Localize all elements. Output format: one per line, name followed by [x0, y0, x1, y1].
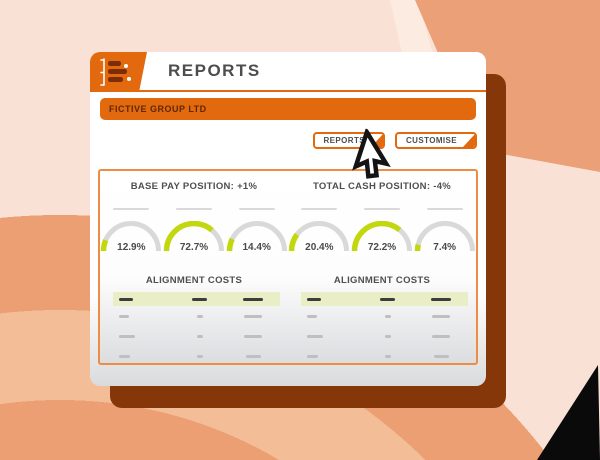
- cursor-pointer-icon: [352, 127, 391, 179]
- gauge: 14.4%: [225, 208, 288, 253]
- cell-placeholder: [196, 314, 203, 318]
- gauge-group-base-pay: 12.9% 72.7%: [100, 208, 288, 253]
- header-cell-placeholder: [119, 297, 133, 301]
- gauge-group-total-cash: 20.4% 72.2%: [288, 208, 476, 253]
- alignment-costs-table: [113, 292, 280, 366]
- gauge: 72.2%: [351, 208, 414, 253]
- header-cell-placeholder: [380, 297, 395, 301]
- cell-placeholder: [119, 314, 129, 318]
- gauge-arc: [289, 221, 350, 252]
- cell-placeholder: [307, 354, 318, 358]
- gauge-value: 7.4%: [433, 242, 457, 253]
- cell-placeholder: [244, 334, 263, 338]
- cell-placeholder: [245, 354, 261, 358]
- cell-placeholder: [119, 334, 135, 338]
- gauge-value: 20.4%: [305, 242, 334, 253]
- cell-placeholder: [433, 354, 449, 358]
- gauge-divider: [176, 208, 212, 210]
- table-header-row: [301, 292, 468, 306]
- gauge-arc: [101, 221, 162, 252]
- gauge-divider: [113, 208, 150, 210]
- cell-placeholder: [384, 314, 391, 318]
- customise-button[interactable]: CUSTOMISE: [394, 132, 477, 149]
- table-row: [301, 306, 468, 326]
- cell-placeholder: [432, 314, 451, 318]
- gauge-arc: [351, 221, 413, 252]
- button-corner-fold: [463, 134, 475, 147]
- table-title: ALIGNMENT COSTS: [145, 275, 243, 286]
- report-list-icon: [100, 58, 131, 86]
- gauge-value: 72.2%: [367, 242, 397, 253]
- gauge-arc: [163, 221, 225, 252]
- cell-placeholder: [432, 334, 451, 338]
- gauge-value: 72.7%: [179, 242, 209, 253]
- header-cell-placeholder: [307, 297, 321, 301]
- table-title: ALIGNMENT COSTS: [333, 275, 431, 286]
- cell-placeholder: [384, 354, 391, 358]
- cell-placeholder: [384, 334, 391, 338]
- reports-button-label: REPORTS: [323, 136, 365, 145]
- gauge-divider: [301, 208, 338, 210]
- gauge-arc: [226, 221, 287, 252]
- titlebar: REPORTS: [90, 52, 486, 92]
- header-cell-placeholder: [243, 297, 264, 301]
- cell-placeholder: [244, 314, 263, 318]
- gauge-value: 14.4%: [242, 242, 271, 253]
- cell-placeholder: [307, 314, 317, 318]
- cell-placeholder: [196, 334, 203, 338]
- gauge-divider: [364, 208, 400, 210]
- table-row: [301, 326, 468, 346]
- page-title: REPORTS: [168, 61, 261, 80]
- alignment-costs-table: [301, 292, 468, 366]
- section-title-total-cash: TOTAL CASH POSITION: -4%: [312, 181, 452, 192]
- gauge-divider: [238, 208, 275, 210]
- cell-placeholder: [119, 354, 130, 358]
- report-panel: BASE PAY POSITION: +1% TOTAL CASH POSITI…: [98, 169, 478, 365]
- cell-placeholder: [307, 334, 323, 338]
- reports-window: REPORTS FICTIVE GROUP LTD REPORTS CUSTOM…: [90, 52, 486, 386]
- gauge-divider: [426, 208, 463, 210]
- gauge: 12.9%: [100, 208, 163, 253]
- gauge-arc: [414, 221, 475, 252]
- table-row: [113, 306, 280, 326]
- table-row: [113, 346, 280, 366]
- header-cell-placeholder: [431, 297, 452, 301]
- table-row: [113, 326, 280, 346]
- gauge-value: 12.9%: [117, 242, 146, 253]
- company-banner: FICTIVE GROUP LTD: [100, 98, 476, 120]
- gauge: 20.4%: [288, 208, 351, 253]
- customise-button-label: CUSTOMISE: [405, 136, 457, 145]
- table-row: [301, 346, 468, 366]
- gauge: 7.4%: [413, 208, 476, 253]
- section-title-base-pay: BASE PAY POSITION: +1%: [130, 181, 258, 192]
- cell-placeholder: [196, 354, 203, 358]
- table-header-row: [113, 292, 280, 306]
- gauge: 72.7%: [163, 208, 226, 253]
- header-cell-placeholder: [192, 297, 207, 301]
- app-logo: [90, 52, 147, 92]
